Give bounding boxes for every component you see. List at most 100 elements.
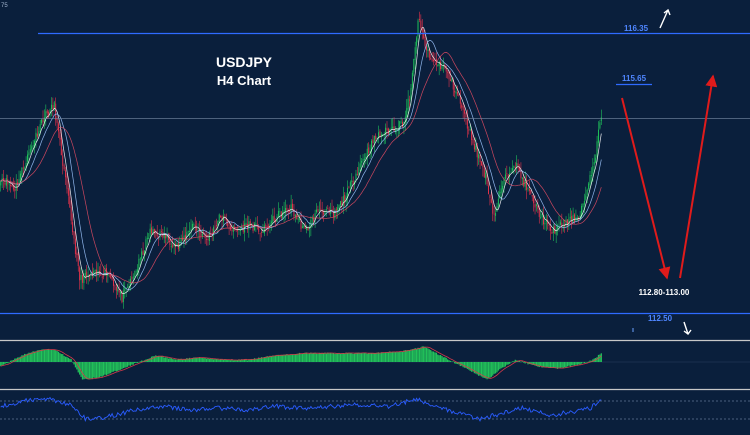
candle xyxy=(87,266,89,285)
candle xyxy=(120,289,122,301)
candle-body xyxy=(134,275,136,277)
macd-bar xyxy=(375,353,377,362)
macd-bar xyxy=(111,362,113,372)
candle xyxy=(46,109,48,120)
candle-body xyxy=(179,243,181,248)
oscillator-line xyxy=(0,396,602,422)
candle-body xyxy=(118,288,120,293)
candle-body xyxy=(48,111,50,116)
candle xyxy=(10,176,12,193)
candle-body xyxy=(117,289,119,292)
macd-bar xyxy=(67,357,70,362)
macd-bar xyxy=(114,362,116,371)
macd-bar xyxy=(21,355,23,362)
macd-bar xyxy=(482,362,484,378)
macd-bar xyxy=(413,348,415,362)
macd-bar xyxy=(417,347,419,362)
candle-body xyxy=(25,162,27,169)
candle-body xyxy=(237,230,239,231)
candle xyxy=(370,139,372,158)
macd-bar xyxy=(420,347,422,362)
candle-body xyxy=(97,270,99,276)
macd-bar xyxy=(344,353,346,362)
macd-bar xyxy=(174,359,177,362)
candle xyxy=(430,53,432,60)
candle xyxy=(411,70,413,92)
macd-bar xyxy=(42,349,44,362)
candle-body xyxy=(184,234,186,239)
candle-body xyxy=(404,116,406,122)
candle-body xyxy=(524,180,526,187)
macd-bar xyxy=(49,350,51,362)
macd-bar xyxy=(5,362,7,364)
macd-bar xyxy=(451,361,453,362)
macd-bar xyxy=(559,362,562,368)
candle-body xyxy=(503,179,505,185)
candle-body xyxy=(213,227,215,236)
macd-bar xyxy=(32,351,34,362)
candle-body xyxy=(390,127,392,129)
candle-body xyxy=(290,204,292,213)
candle-body xyxy=(114,285,116,287)
candle-body xyxy=(84,273,86,278)
macd-bar xyxy=(410,349,412,362)
candle xyxy=(417,18,419,43)
candle-body xyxy=(42,119,44,123)
candle xyxy=(378,125,380,144)
candle xyxy=(483,164,485,178)
candle-body xyxy=(128,286,130,289)
candle-body xyxy=(198,230,200,232)
candle xyxy=(468,126,470,135)
candle xyxy=(593,154,595,173)
candle xyxy=(475,137,477,152)
macd-bar xyxy=(97,362,99,378)
candle-body xyxy=(455,91,457,94)
candle-body xyxy=(516,162,518,167)
candle xyxy=(565,216,567,229)
up-projection-arrow xyxy=(679,74,718,279)
macd-bar xyxy=(289,354,291,362)
candle-body xyxy=(218,214,220,222)
candle-body xyxy=(307,227,309,231)
down-projection-arrow xyxy=(621,97,671,280)
chart-title: USDJPY xyxy=(216,54,273,70)
candle-body xyxy=(427,49,429,52)
candle-body xyxy=(355,173,357,181)
candle-body xyxy=(204,234,206,239)
candle xyxy=(270,214,272,231)
candle-body xyxy=(300,218,302,230)
candle-body xyxy=(387,128,389,134)
candle xyxy=(496,202,498,212)
candle-body xyxy=(423,33,425,38)
macd-bar xyxy=(368,353,370,362)
macd-bar xyxy=(463,362,466,368)
candle xyxy=(193,222,195,231)
candle-body xyxy=(538,208,540,217)
candle-body xyxy=(409,99,411,101)
macd-bar xyxy=(509,362,511,364)
candle xyxy=(222,209,224,228)
macd-bar xyxy=(324,352,326,362)
candle xyxy=(339,200,341,207)
macd-bar xyxy=(589,360,591,362)
candle xyxy=(142,242,144,256)
candle-body xyxy=(292,203,294,210)
macd-bar xyxy=(504,362,507,367)
candle xyxy=(21,167,23,184)
macd-bar xyxy=(149,358,151,362)
candle xyxy=(500,180,502,201)
macd-bar xyxy=(110,362,112,374)
macd-bar xyxy=(321,352,323,362)
macd-bar xyxy=(325,353,328,362)
candle xyxy=(485,170,487,185)
macd-bar xyxy=(389,351,391,362)
macd-bar xyxy=(540,362,542,367)
candle xyxy=(148,233,150,240)
macd-bar xyxy=(507,362,509,365)
candle xyxy=(12,177,14,192)
candle-body xyxy=(316,209,318,213)
macd-bar xyxy=(532,362,535,365)
candle-body xyxy=(338,204,340,209)
macd-bar xyxy=(276,354,278,362)
candle-body xyxy=(513,165,515,168)
